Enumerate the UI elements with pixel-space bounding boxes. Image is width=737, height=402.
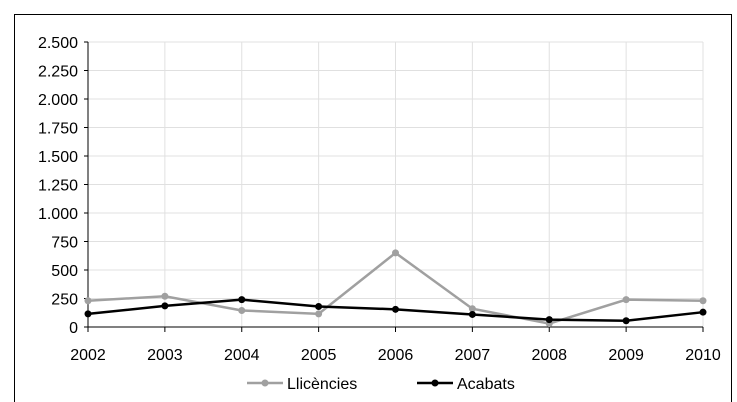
legend-marker-acabats [431,379,439,387]
grid-lines [87,41,704,327]
data-point-acabats [545,316,553,324]
y-tick-label: 1.000 [38,206,78,223]
data-point-llicencies [84,297,92,305]
data-point-acabats [392,305,399,313]
data-point-llicencies [622,296,630,304]
y-tick-label: 750 [51,235,78,252]
axes [84,41,704,332]
legend-marker-llicencies [261,379,269,387]
data-point-llicencies [392,249,399,257]
data-point-llicencies [699,297,707,305]
legend-label-llicencies: Llicències [287,376,357,393]
x-tick-label: 2002 [70,347,106,364]
data-point-acabats [622,317,630,325]
data-point-acabats [699,308,707,316]
x-tick-labels: 2002 2003 2004 2005 2006 2007 2008 2009 2010 [70,347,721,364]
y-tick-label: 500 [51,263,78,280]
legend-label-acabats: Acabats [457,376,515,393]
data-point-acabats [468,310,476,318]
x-tick-label: 2004 [224,347,260,364]
y-tick-label: 2.500 [38,35,78,52]
legend-item-llicencies: Llicències [247,376,357,393]
x-tick-label: 2007 [455,347,491,364]
x-tick-label: 2006 [378,347,414,364]
data-point-acabats [161,302,169,310]
data-point-acabats [84,310,92,318]
chart-frame [14,14,732,402]
x-tick-label: 2005 [301,347,337,364]
series-lines [84,249,707,328]
x-tick-label: 2008 [531,347,567,364]
y-tick-label: 2.000 [38,92,78,109]
data-point-acabats [238,296,246,304]
data-point-llicencies [315,310,323,318]
x-tick-label: 2009 [608,347,644,364]
data-point-acabats [315,302,323,310]
y-tick-label: 2.250 [38,64,78,81]
data-point-llicencies [468,305,476,313]
legend: Llicències Acabats [247,376,515,393]
y-tick-label: 1.250 [38,178,78,195]
data-point-llicencies [238,306,246,314]
y-tick-labels: 0 250 500 750 1.000 1.250 1.500 1.750 2.000 2.250… [38,35,78,337]
y-tick-label: 0 [69,320,78,337]
x-tick-label: 2003 [147,347,183,364]
y-tick-label: 1.500 [38,149,78,166]
y-tick-label: 250 [51,292,78,309]
x-tick-label: 2010 [685,347,721,364]
data-point-llicencies [161,292,169,300]
legend-item-acabats: Acabats [417,376,515,393]
y-tick-label: 1.750 [38,121,78,138]
